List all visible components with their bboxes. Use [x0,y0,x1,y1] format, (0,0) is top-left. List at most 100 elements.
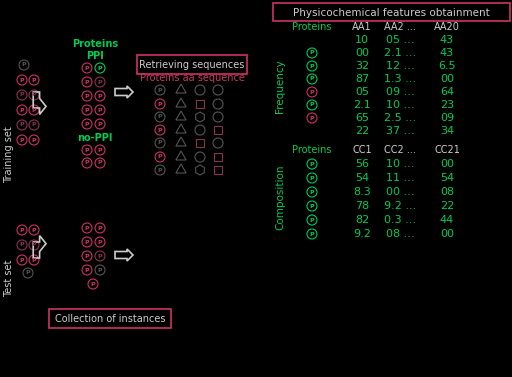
Text: Frequency: Frequency [275,59,285,113]
Text: P: P [32,242,36,247]
Text: P: P [32,227,36,233]
Text: Collection of instances: Collection of instances [55,314,165,324]
Text: P: P [310,190,314,195]
Text: P: P [84,253,89,259]
Text: 64: 64 [440,87,454,97]
Text: 82: 82 [355,215,369,225]
Text: 54: 54 [440,173,454,183]
Text: P: P [26,271,30,276]
Text: P: P [98,225,102,230]
Bar [214,126,222,134]
Text: 37 ...: 37 ... [386,126,414,136]
Text: P: P [158,101,162,106]
Text: 9.2: 9.2 [353,229,371,239]
Text: AA20: AA20 [434,22,460,32]
Text: 08 ...: 08 ... [386,229,414,239]
Text: P: P [32,123,36,127]
Text: 43: 43 [440,48,454,58]
Text: P: P [158,141,162,146]
Text: P: P [310,103,314,107]
Text: P: P [310,176,314,181]
Text: 34: 34 [440,126,454,136]
Text: 08: 08 [440,187,454,197]
Text: 00: 00 [440,74,454,84]
Text: P: P [98,268,102,273]
Text: P: P [98,161,102,166]
Text: 10: 10 [355,35,369,45]
Text: 56: 56 [355,159,369,169]
Text: P: P [19,257,24,262]
Text: P: P [19,92,24,98]
Bar [214,153,222,161]
Text: 43: 43 [440,35,454,45]
Text: 09: 09 [440,113,454,123]
Text: 8.3: 8.3 [353,187,371,197]
Text: 00: 00 [440,159,454,169]
Text: 05: 05 [355,87,369,97]
Text: P: P [84,121,89,127]
Text: 2.5 ...: 2.5 ... [384,113,416,123]
Text: P: P [32,78,36,83]
Text: P: P [32,92,36,98]
Text: 00: 00 [440,229,454,239]
Text: P: P [19,138,24,143]
Text: P: P [32,138,36,143]
Text: P: P [19,123,24,127]
Text: 22: 22 [440,201,454,211]
Text: AA1: AA1 [352,22,372,32]
Text: P: P [98,121,102,127]
Text: P: P [98,93,102,98]
Text: Test set: Test set [4,259,14,297]
Text: P: P [84,80,89,84]
Bar [196,139,204,147]
Text: P: P [98,239,102,245]
Text: 05 ...: 05 ... [386,35,414,45]
Text: 1.3 ...: 1.3 ... [384,74,416,84]
Text: P: P [310,204,314,208]
Text: P: P [158,87,162,92]
Text: AA2 ...: AA2 ... [384,22,416,32]
Text: no-PPI: no-PPI [77,133,113,143]
Text: 00: 00 [355,48,369,58]
Text: 09 ...: 09 ... [386,87,414,97]
Text: 54: 54 [355,173,369,183]
Text: P: P [310,161,314,167]
Text: 12 ...: 12 ... [386,61,414,71]
Text: P: P [22,63,26,67]
Text: P: P [158,127,162,132]
Text: Retrieving sequences: Retrieving sequences [139,60,245,70]
Text: CC2 ...: CC2 ... [384,145,416,155]
Text: 44: 44 [440,215,454,225]
Text: P: P [158,167,162,173]
Text: 00 ...: 00 ... [386,187,414,197]
Text: P: P [32,107,36,112]
Bar [196,100,204,108]
Text: P: P [84,66,89,70]
Text: P: P [84,239,89,245]
Text: P: P [310,231,314,236]
Text: 11 ...: 11 ... [386,173,414,183]
Text: CC21: CC21 [434,145,460,155]
Text: 9.2 ...: 9.2 ... [384,201,416,211]
Text: P: P [32,257,36,262]
Text: P: P [310,218,314,222]
Text: CC1: CC1 [352,145,372,155]
Text: 2.1 ...: 2.1 ... [384,48,416,58]
Bar [214,166,222,174]
Text: P: P [98,147,102,153]
Text: 10 ...: 10 ... [386,159,414,169]
Text: P: P [19,242,24,247]
Text: P: P [158,155,162,159]
Text: P: P [84,268,89,273]
Text: 23: 23 [440,100,454,110]
Text: P: P [158,115,162,120]
Text: P: P [84,93,89,98]
Text: P: P [84,161,89,166]
Text: 2.1: 2.1 [353,100,371,110]
Text: 87: 87 [355,74,369,84]
Text: Proteins aa sequence: Proteins aa sequence [140,73,244,83]
Text: 78: 78 [355,201,369,211]
Text: P: P [310,89,314,95]
Text: P: P [310,115,314,121]
Text: 6.5: 6.5 [438,61,456,71]
